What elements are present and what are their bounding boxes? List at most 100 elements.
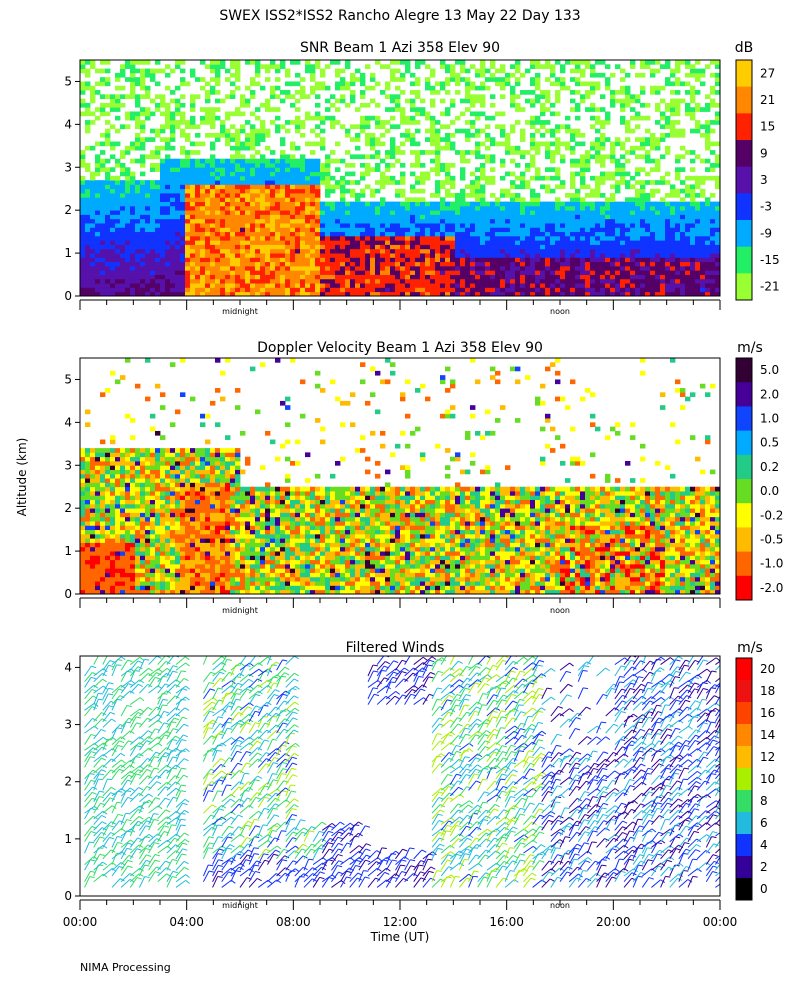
snr-cell: [450, 205, 456, 211]
snr-cell: [625, 201, 631, 207]
snr-cell: [600, 141, 606, 147]
snr-cell: [370, 270, 376, 275]
snr-cell: [485, 85, 491, 91]
snr-cell: [375, 201, 381, 207]
snr-cell: [405, 231, 411, 237]
snr-cell: [520, 154, 526, 160]
snr-cell: [300, 223, 306, 228]
snr-cell: [455, 235, 461, 241]
snr-cell: [630, 64, 636, 69]
snr-cell: [85, 244, 91, 250]
snr-cell: [465, 128, 471, 134]
snr-cell: [405, 137, 411, 142]
snr-cell: [645, 283, 651, 288]
snr-cell: [365, 141, 371, 147]
snr-cell: [360, 278, 366, 284]
snr-cell: [85, 197, 91, 202]
snr-cell: [630, 248, 636, 254]
snr-cell: [480, 81, 486, 87]
snr-cell: [700, 180, 706, 185]
snr-cell: [90, 205, 96, 211]
snr-cell: [530, 193, 536, 198]
snr-cell: [530, 218, 536, 224]
snr-cell: [195, 244, 201, 250]
snr-cell: [105, 265, 111, 271]
snr-cell: [545, 107, 551, 112]
snr-cell: [715, 214, 720, 220]
snr-cell: [620, 141, 626, 147]
snr-cell: [165, 85, 171, 91]
snr-cell: [365, 64, 371, 69]
snr-cell: [655, 201, 661, 207]
snr-cell: [160, 218, 166, 224]
snr-cell: [125, 270, 131, 275]
snr-cell: [450, 214, 456, 220]
snr-cell: [500, 214, 506, 220]
snr-cell: [380, 261, 386, 267]
snr-cell: [605, 205, 611, 211]
snr-cell: [385, 150, 391, 155]
snr-cell: [545, 244, 551, 250]
snr-cell: [565, 278, 571, 284]
snr-cell: [225, 68, 231, 74]
snr-cell: [210, 107, 216, 112]
snr-cell: [230, 137, 236, 142]
snr-cell: [330, 60, 336, 65]
snr-cell: [650, 291, 656, 296]
snr-cell: [225, 201, 231, 207]
snr-cell: [570, 283, 576, 288]
snr-cell: [430, 253, 436, 258]
snr-cell: [690, 287, 696, 293]
snr-cell: [600, 132, 606, 138]
snr-cell: [605, 197, 611, 202]
snr-cell: [135, 278, 141, 284]
snr-cell: [225, 141, 231, 147]
snr-cell: [285, 287, 291, 293]
snr-cell: [485, 235, 491, 241]
snr-cell: [455, 205, 461, 211]
snr-cell: [170, 167, 176, 172]
snr-cell: [260, 253, 266, 258]
snr-cell: [180, 261, 186, 267]
snr-cell: [530, 175, 536, 181]
snr-cell: [670, 283, 676, 288]
snr-cell: [650, 257, 656, 263]
snr-cell: [640, 210, 646, 215]
snr-cell: [435, 287, 441, 293]
snr-cell: [140, 205, 146, 211]
snr-cell: [335, 85, 341, 91]
snr-cell: [465, 68, 471, 74]
snr-cell: [675, 193, 681, 198]
snr-cell: [675, 261, 681, 267]
snr-cell: [155, 132, 161, 138]
snr-cell: [425, 274, 431, 280]
snr-cell: [305, 274, 311, 280]
snr-cell: [500, 270, 506, 275]
snr-cell: [635, 287, 641, 293]
snr-cell: [400, 162, 406, 168]
snr-cell: [570, 240, 576, 245]
snr-cell: [260, 218, 266, 224]
snr-cell: [125, 205, 131, 211]
snr-cell: [385, 227, 391, 233]
snr-cell: [210, 180, 216, 185]
snr-cell: [265, 64, 271, 69]
snr-cell: [365, 231, 371, 237]
snr-cell: [140, 291, 146, 296]
snr-cell: [300, 162, 306, 168]
snr-cell: [520, 205, 526, 211]
snr-cell: [615, 253, 621, 258]
snr-cell: [630, 274, 636, 280]
snr-cell: [635, 94, 641, 100]
snr-cell: [200, 171, 206, 177]
snr-cell: [80, 240, 86, 245]
snr-cell: [515, 107, 521, 112]
snr-cell: [460, 197, 466, 202]
snr-cell: [325, 201, 331, 207]
snr-cell: [415, 223, 421, 228]
snr-cell: [275, 124, 281, 130]
snr-cell: [130, 257, 136, 263]
snr-cell: [370, 240, 376, 245]
snr-cell: [300, 214, 306, 220]
snr-cell: [170, 261, 176, 267]
